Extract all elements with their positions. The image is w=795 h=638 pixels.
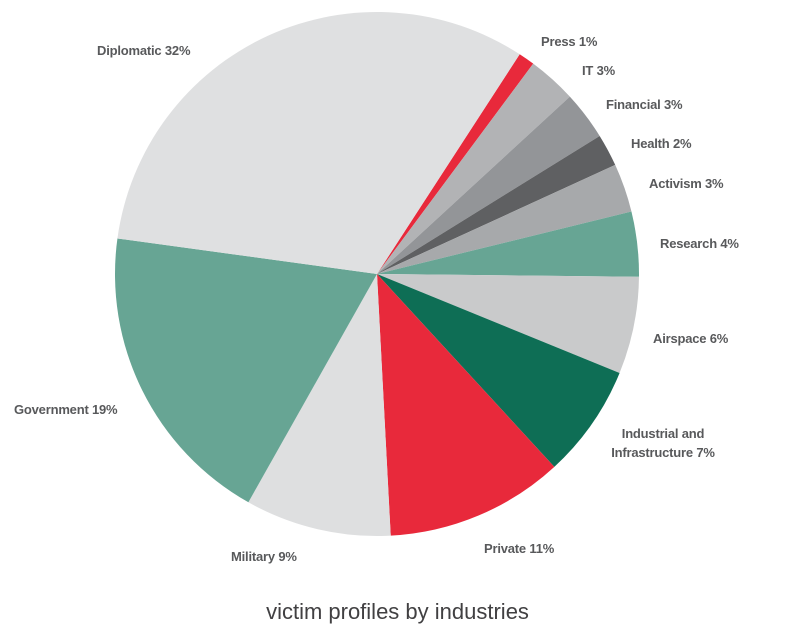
pie-slice [377, 274, 639, 373]
value-label: 3% [596, 63, 616, 78]
slice-label: IT 3% [582, 61, 615, 80]
pie-slice [114, 238, 377, 503]
slice-label: Health 2% [631, 134, 692, 153]
value-label: 2% [672, 136, 692, 151]
category-label: Research [660, 236, 717, 251]
pie-slice [377, 54, 534, 274]
slice-label: Government 19% [14, 400, 118, 419]
category-label: Private [484, 541, 526, 556]
slice-label: Diplomatic 32% [97, 41, 191, 60]
category-label: Diplomatic [97, 43, 162, 58]
slice-label: Industrial and Infrastructure 7% [604, 424, 722, 462]
value-label: 19% [92, 402, 118, 417]
pie-slice [248, 274, 391, 536]
pie-slice [377, 135, 616, 274]
slice-label: Research 4% [660, 234, 739, 253]
value-label: 1% [578, 34, 598, 49]
category-label: Press [541, 34, 576, 49]
category-label: Airspace [653, 331, 707, 346]
value-label: 6% [709, 331, 729, 346]
value-label: 11% [529, 541, 555, 556]
category-label: Health [631, 136, 670, 151]
pie-slice [117, 11, 520, 275]
category-label: Financial [606, 97, 661, 112]
category-label: Industrial and Infrastructure [611, 426, 705, 460]
slice-label: Financial 3% [606, 95, 683, 114]
slice-label: Military 9% [231, 547, 297, 566]
category-label: Activism [649, 176, 702, 191]
pie-slice [377, 63, 570, 275]
slice-label: Press 1% [541, 32, 597, 51]
category-label: IT [582, 63, 594, 78]
slice-label: Airspace 6% [653, 329, 728, 348]
pie-slice [377, 96, 600, 274]
pie-slice [377, 211, 640, 277]
pie-slice [377, 274, 555, 536]
value-label: 7% [696, 445, 715, 460]
value-label: 3% [705, 176, 724, 191]
pie-slice [377, 274, 620, 467]
value-label: 4% [720, 236, 739, 251]
slice-label: Activism 3% [649, 174, 724, 193]
value-label: 9% [278, 549, 297, 564]
value-label: 32% [164, 43, 191, 58]
slice-label: Private 11% [484, 539, 554, 558]
chart-title: victim profiles by industries [266, 599, 529, 624]
category-label: Government [14, 402, 89, 417]
value-label: 3% [663, 97, 683, 112]
category-label: Military [231, 549, 275, 564]
pie-slice [377, 164, 632, 274]
